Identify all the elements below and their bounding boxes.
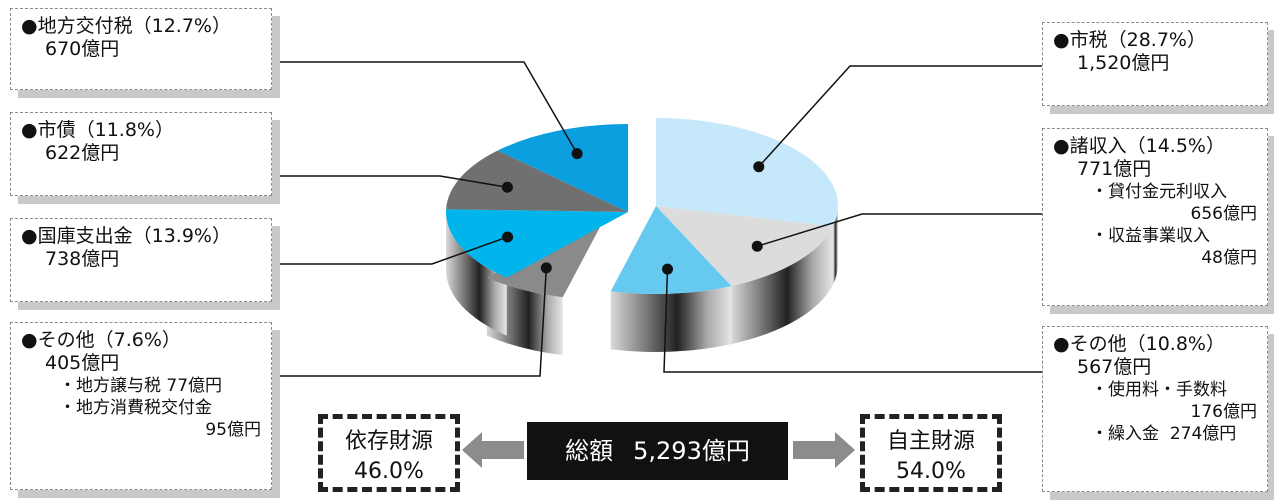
bullet: ● — [1053, 135, 1070, 157]
pie-slice-0 — [656, 118, 838, 227]
detail-amount: 274億円 — [1169, 424, 1237, 444]
group-jishu-zaigen: 自主財源 54.0% — [860, 414, 1002, 492]
leader-line-4 — [272, 236, 508, 265]
slice-amount: 670億円 — [45, 38, 120, 60]
slice-percent: （7.6%） — [94, 329, 181, 351]
bullet: ● — [21, 119, 38, 141]
slice-amount: 1,520億円 — [1077, 52, 1170, 74]
bullet: ● — [21, 225, 38, 247]
detail-name: ・繰入金 — [1091, 424, 1159, 444]
bullet: ● — [21, 329, 38, 351]
bullet: ● — [21, 15, 38, 37]
label-shisai: ●市債（11.8%） 622億円 — [10, 112, 272, 196]
slice-name: 市債 — [37, 119, 76, 141]
leader-dot-1 — [751, 240, 763, 252]
detail-name: ・使用料・手数料 — [1091, 380, 1227, 400]
slice-name: その他 — [37, 329, 95, 351]
leader-line-6 — [272, 61, 578, 154]
detail-name: ・地方譲与税 — [59, 376, 161, 396]
pie-slice-4 — [446, 209, 628, 278]
label-chihou-koufuzei: ●地方交付税（12.7%） 670億円 — [10, 8, 272, 90]
detail-amount: 77億円 — [166, 376, 223, 396]
leader-line-5 — [272, 175, 508, 188]
label-kokko-shishutsukin: ●国庫支出金（13.9%） 738億円 — [10, 218, 272, 302]
slice-amount: 738億円 — [45, 248, 120, 270]
bullet: ● — [1053, 29, 1070, 51]
leader-dot-3 — [540, 262, 552, 274]
slice-percent: （28.7%） — [1107, 29, 1206, 51]
leader-dot-6 — [571, 148, 583, 160]
leader-dot-0 — [753, 161, 765, 173]
group-izon-zaigen: 依存財源 46.0% — [318, 414, 460, 492]
group-label: 自主財源 — [886, 429, 975, 454]
detail-amount: 95億円 — [205, 420, 261, 440]
label-sonota-jishu: ●その他（10.8%） 567億円 ・使用料・手数料 176億円 ・繰入金 27… — [1042, 326, 1268, 492]
total-label: 総額 — [565, 437, 614, 465]
leader-dot-2 — [662, 263, 674, 275]
slice-amount: 771億円 — [1077, 158, 1152, 180]
group-label: 依存財源 — [344, 429, 433, 454]
pie-slice-2 — [610, 206, 732, 295]
arrow-right-icon — [793, 432, 855, 468]
slice-percent: （14.5%） — [1126, 135, 1225, 157]
slice-percent: （11.8%） — [75, 119, 174, 141]
slice-name: 国庫支出金 — [37, 225, 133, 247]
slice-percent: （10.8%） — [1126, 333, 1225, 355]
slice-percent: （13.9%） — [132, 225, 231, 247]
detail-amount: 656億円 — [1190, 204, 1257, 224]
slice-percent: （12.7%） — [132, 15, 231, 37]
slice-amount: 567億円 — [1077, 356, 1152, 378]
slice-name: その他 — [1069, 333, 1127, 355]
leader-dot-4 — [502, 231, 514, 243]
slice-amount: 622億円 — [45, 142, 120, 164]
group-value: 54.0% — [896, 459, 966, 484]
slice-amount: 405億円 — [45, 352, 120, 374]
slice-name: 諸収入 — [1069, 135, 1127, 157]
pie-slice-6 — [497, 124, 628, 212]
pie-side-4 — [446, 212, 507, 336]
group-value: 46.0% — [354, 459, 424, 484]
label-shizei: ●市税（28.7%） 1,520億円 — [1042, 22, 1268, 106]
arrow-left-icon — [462, 432, 524, 468]
detail-amount: 176億円 — [1190, 402, 1257, 422]
detail-name: ・収益事業収入 — [1091, 226, 1210, 246]
bullet: ● — [1053, 333, 1070, 355]
label-sonota-izon: ●その他（7.6%） 405億円 ・地方譲与税 77億円 ・地方消費税交付金 9… — [10, 322, 272, 490]
detail-name: ・貸付金元利収入 — [1091, 182, 1227, 202]
pie-side-1 — [731, 226, 834, 345]
slice-name: 市税 — [1069, 29, 1108, 51]
detail-amount: 48億円 — [1201, 248, 1257, 268]
label-shoshuunyuu: ●諸収入（14.5%） 771億円 ・貸付金元利収入 656億円 ・収益事業収入… — [1042, 128, 1268, 306]
leader-line-2 — [663, 269, 1042, 373]
leader-line-1 — [757, 213, 1042, 247]
pie-side-0 — [833, 206, 838, 285]
pie-slice-1 — [656, 206, 834, 287]
slice-name: 地方交付税 — [37, 15, 133, 37]
leader-line-3 — [272, 267, 548, 377]
pie-side-2 — [610, 286, 732, 353]
pie-slice-5 — [446, 150, 628, 212]
leader-line-0 — [758, 65, 1042, 168]
total-box: 総額 5,293億円 — [527, 422, 788, 480]
detail-name: ・地方消費税交付金 — [59, 398, 212, 418]
leader-dot-5 — [501, 181, 513, 193]
total-value: 5,293億円 — [633, 437, 750, 465]
